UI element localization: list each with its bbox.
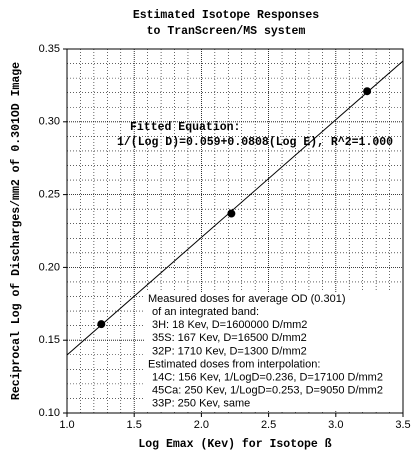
note-line: 33P: 250 Kev, same <box>152 398 250 410</box>
fit-line <box>66 60 404 356</box>
chart-title: Estimated Isotope Responses <box>133 9 319 22</box>
data-point <box>97 320 106 329</box>
x-tick-label: 2.0 <box>194 419 209 431</box>
data-point <box>363 87 372 96</box>
y-tick-label: 0.15 <box>39 334 60 346</box>
x-tick-label: 2.5 <box>261 419 276 431</box>
x-tick-label: 1.5 <box>127 419 142 431</box>
x-tick-label: 3.0 <box>328 419 343 431</box>
notes-box <box>144 292 402 411</box>
note-line: Estimated doses from interpolation: <box>148 358 320 370</box>
note-line: Measured doses for average OD (0.301) <box>148 293 346 305</box>
plot-frame <box>66 48 404 414</box>
y-tick-label: 0.25 <box>39 189 60 201</box>
equation: Fitted Equation: <box>130 121 240 134</box>
note-line: of an integrated band: <box>152 306 259 318</box>
y-tick-label: 0.20 <box>39 261 60 273</box>
chart-title: to TranScreen/MS system <box>147 25 306 38</box>
note-line: 45Ca: 250 Kev, 1/LogD=0.253, D=9050 D/mm… <box>152 385 383 397</box>
x-tick-label: 1.0 <box>59 419 74 431</box>
x-axis-label: Log Emax (Kev) for Isotope ß <box>138 438 331 451</box>
equation: 1/(Log D)=0.059+0.0808(Log E), R^2=1.000 <box>117 136 393 149</box>
note-line: 14C: 156 Kev, 1/LogD=0.236, D=17100 D/mm… <box>152 372 383 384</box>
x-tick-label: 3.5 <box>395 419 410 431</box>
note-line: 35S: 167 Kev, D=16500 D/mm2 <box>152 332 307 344</box>
data-point <box>227 209 236 218</box>
note-line: 3H: 18 Kev, D=1600000 D/mm2 <box>152 319 307 331</box>
y-axis-label: Reciprocal Log of Discharges/mm2 of 0.30… <box>10 62 23 400</box>
y-tick-label: 0.10 <box>39 407 60 419</box>
y-tick-label: 0.35 <box>39 43 60 55</box>
y-tick-label: 0.30 <box>39 116 60 128</box>
note-line: 32P: 1710 Kev, D=1300 D/mm2 <box>152 345 307 357</box>
